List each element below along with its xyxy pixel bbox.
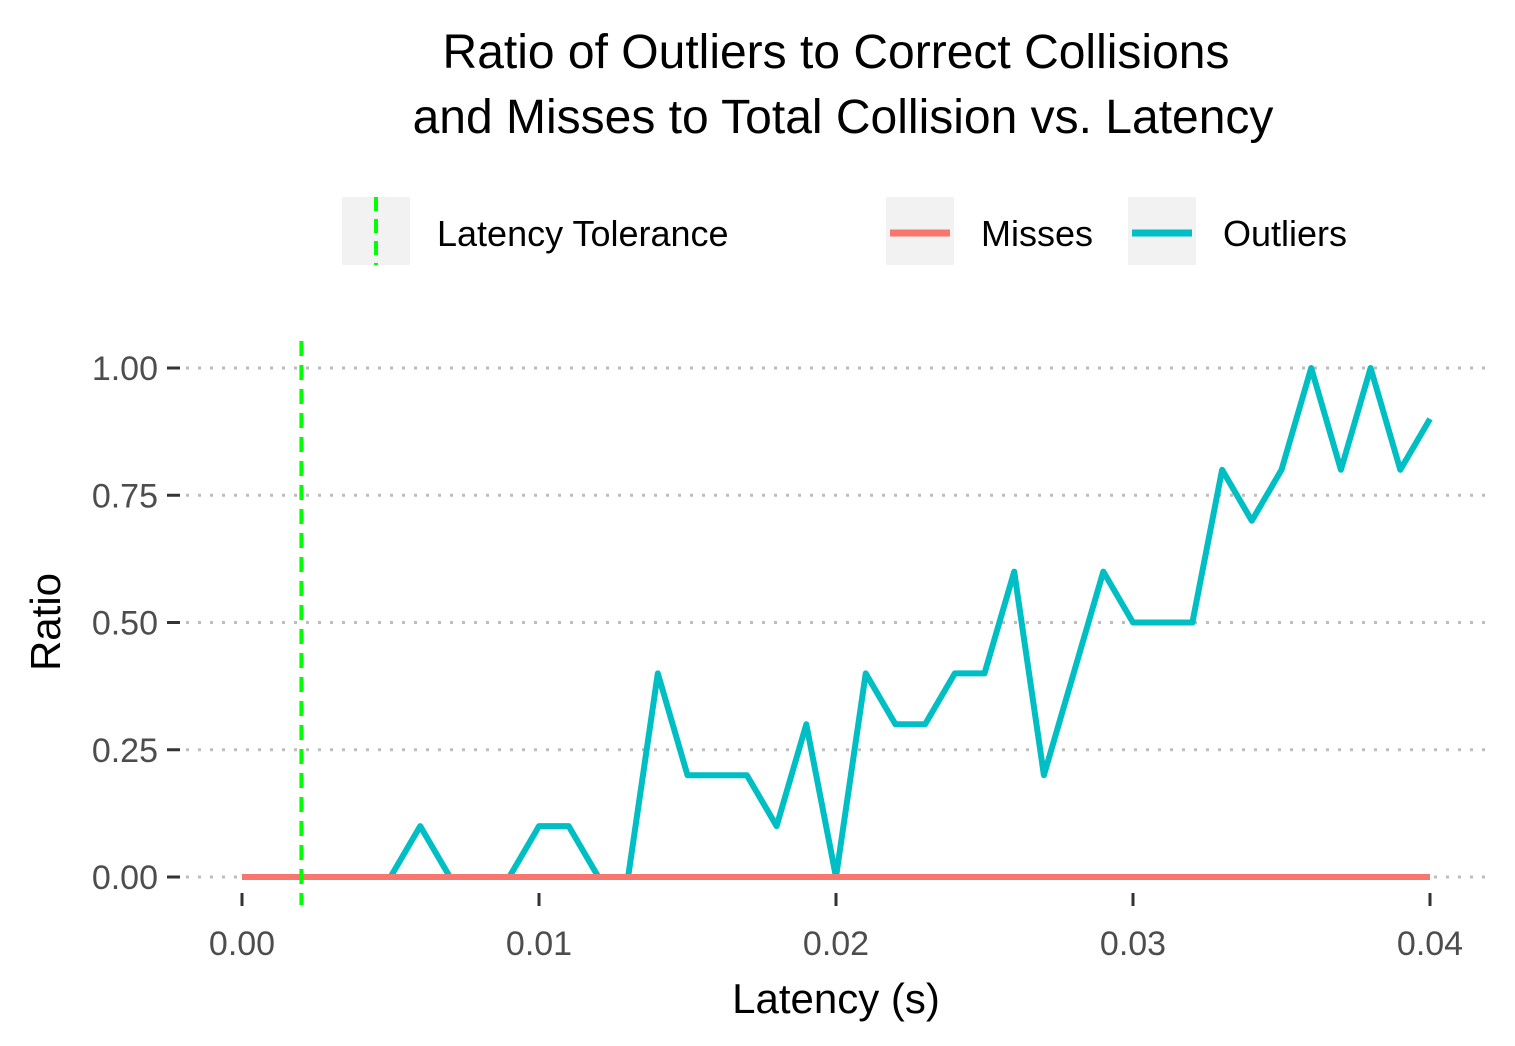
x-tick-label: 0.03 (1100, 925, 1166, 963)
x-tick-label: 0.01 (506, 925, 572, 963)
y-tick-label: 0.25 (92, 732, 158, 770)
x-tick-label: 0.02 (803, 925, 869, 963)
series-layer (242, 365, 1433, 880)
y-tick-label: 0.00 (92, 859, 158, 897)
x-tick-label: 0.00 (209, 925, 275, 963)
x-tick-label: 0.04 (1397, 925, 1463, 963)
legend-item-misses: Misses (886, 197, 1093, 265)
y-tick-label: 0.50 (92, 605, 158, 643)
x-axis-title: Latency (s) (732, 975, 940, 1022)
y-tick-label: 0.75 (92, 477, 158, 515)
legend-item-outliers: Outliers (1128, 197, 1347, 265)
y-axis-title: Ratio (22, 573, 69, 671)
legend-label-outliers: Outliers (1223, 213, 1347, 254)
legend: Latency Tolerance Misses Outliers (342, 197, 1347, 265)
chart-title-line-1: Ratio of Outliers to Correct Collisions (443, 26, 1230, 79)
legend-label-latency-tolerance: Latency Tolerance (437, 213, 729, 254)
chart-title-line-2: and Misses to Total Collision vs. Latenc… (413, 91, 1274, 144)
legend-item-latency-tolerance: Latency Tolerance (342, 197, 729, 265)
x-axis: 0.00 0.01 0.02 0.03 0.04 (209, 893, 1463, 963)
legend-label-misses: Misses (981, 213, 1093, 254)
y-tick-label: 1.00 (92, 350, 158, 388)
y-axis: 0.00 0.25 0.50 0.75 1.00 (92, 350, 180, 897)
